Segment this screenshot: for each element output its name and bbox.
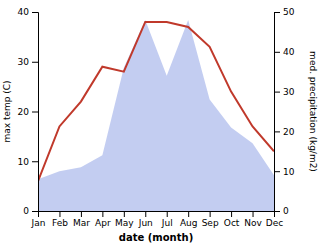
tick-label: 30	[18, 57, 30, 67]
tick-mark	[32, 161, 38, 162]
tick-mark	[32, 62, 38, 63]
tick-label: May	[115, 218, 134, 228]
area	[38, 20, 274, 211]
tick-mark	[231, 211, 232, 217]
tick-label: Aug	[180, 218, 198, 228]
axis-line	[39, 212, 275, 218]
tick-mark	[274, 92, 280, 93]
tick-label: Apr	[95, 218, 111, 228]
y2-axis-title: med. precipitation (kg/m2)	[308, 51, 318, 172]
tick: 0	[274, 206, 289, 216]
tick-label: 40	[283, 47, 295, 57]
tick: Aug	[180, 211, 198, 228]
tick: Jul	[161, 211, 173, 228]
tick: 40	[274, 47, 295, 57]
tick-label: 0	[23, 206, 29, 216]
tick-mark	[274, 12, 280, 13]
tick-mark	[32, 12, 38, 13]
tick: May	[115, 211, 134, 228]
tick-label: 20	[283, 127, 295, 137]
tick-label: Feb	[52, 218, 68, 228]
tick-mark	[59, 211, 60, 217]
tick-mark	[124, 211, 125, 217]
x-axis-title: date (month)	[119, 232, 193, 243]
tick: 10	[18, 157, 38, 167]
tick: Sep	[202, 211, 219, 228]
tick-mark	[274, 211, 280, 212]
tick-label: Nov	[244, 218, 262, 228]
tick-label: Jul	[161, 218, 173, 228]
tick: Jun	[138, 211, 153, 228]
chart: JanFebMarAprMayJunJulAugSepOctNovDec0102…	[0, 0, 318, 247]
marks	[38, 20, 274, 211]
tick: Jan	[31, 211, 46, 228]
tick-label: Jan	[31, 218, 46, 228]
tick-label: Dec	[266, 218, 283, 228]
y-axis-title: max temp (C)	[2, 80, 12, 142]
tick-mark	[102, 211, 103, 217]
tick: Mar	[73, 211, 90, 228]
tick-mark	[253, 211, 254, 217]
tick-label: 40	[18, 7, 30, 17]
tick-mark	[210, 211, 211, 217]
tick-label: 50	[283, 7, 295, 17]
tick: 10	[274, 167, 295, 177]
tick-mark	[274, 171, 280, 172]
tick: 30	[18, 57, 38, 67]
axis-line	[32, 13, 39, 212]
tick-label: 20	[18, 107, 30, 117]
tick-label: Sep	[202, 218, 219, 228]
tick-mark	[81, 211, 82, 217]
y2-axis: 0 10 20 30 40 50	[274, 7, 295, 216]
tick: 20	[18, 107, 38, 117]
tick-mark	[274, 131, 280, 132]
tick: Dec	[266, 211, 283, 228]
tick-mark	[32, 211, 38, 212]
tick-label: 10	[18, 157, 30, 167]
tick-mark	[32, 112, 38, 113]
tick: Feb	[52, 211, 68, 228]
tick: 30	[274, 87, 295, 97]
tick: 50	[274, 7, 295, 17]
tick-label: Oct	[224, 218, 240, 228]
tick: 20	[274, 127, 295, 137]
line	[38, 22, 274, 181]
tick-mark	[145, 211, 146, 217]
tick-label: Mar	[73, 218, 90, 228]
tick: 0	[23, 206, 38, 216]
tick: Oct	[224, 211, 240, 228]
tick: 40	[18, 7, 38, 17]
plot: JanFebMarAprMayJunJulAugSepOctNovDec0102…	[18, 7, 295, 228]
tick-mark	[274, 52, 280, 53]
tick: Nov	[244, 211, 262, 228]
tick-label: Jun	[138, 218, 153, 228]
tick-label: 0	[283, 206, 289, 216]
tick-mark	[167, 211, 168, 217]
tick-label: 10	[283, 167, 295, 177]
x-axis: Jan Feb Mar Apr May Jun Jul Aug Sep Oct Nov Dec	[31, 211, 284, 228]
y-axis: 0 10 20 30 40	[18, 7, 39, 216]
axis-line	[275, 13, 281, 212]
tick: Apr	[95, 211, 111, 228]
tick-label: 30	[283, 87, 295, 97]
tick-mark	[188, 211, 189, 217]
